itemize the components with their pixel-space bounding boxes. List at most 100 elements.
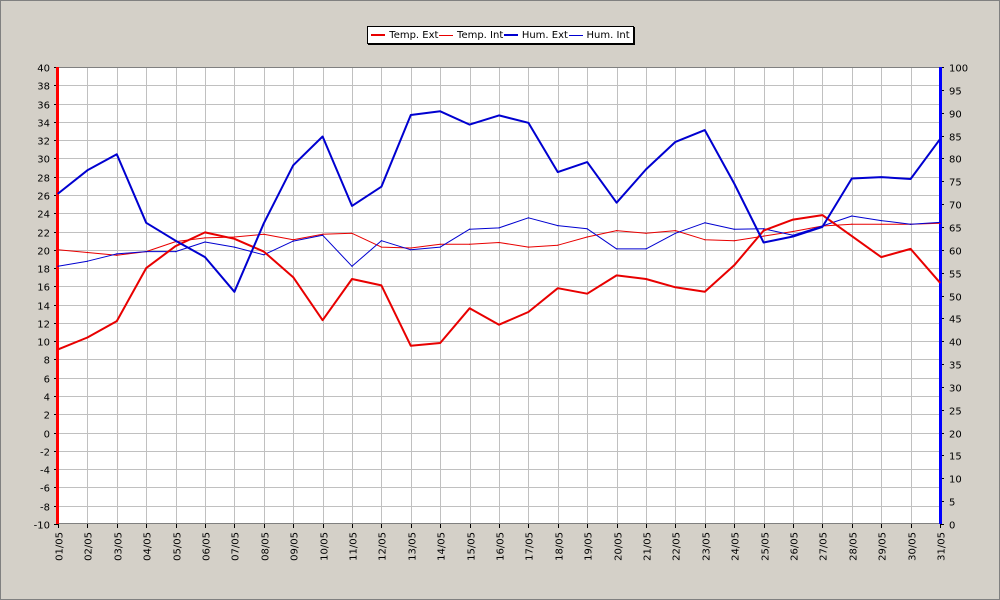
data-point-temp-int — [586, 236, 588, 238]
left-tick-label: 36 — [37, 101, 50, 112]
data-point-temp-ext — [233, 238, 235, 240]
data-point-temp-ext — [175, 245, 177, 247]
data-point-hum-int — [586, 228, 588, 230]
data-point-temp-int — [851, 223, 853, 225]
data-point-hum-int — [263, 254, 265, 256]
x-tick-label: 30/05 — [908, 532, 919, 561]
right-tick-label: 0 — [949, 521, 955, 532]
data-point-temp-int — [380, 246, 382, 248]
data-point-hum-int — [410, 249, 412, 251]
data-point-temp-int — [704, 239, 706, 241]
data-point-temp-int — [439, 243, 441, 245]
data-point-hum-int — [380, 240, 382, 242]
left-tick-label: 32 — [37, 137, 50, 148]
data-point-temp-ext — [792, 219, 794, 221]
data-point-temp-ext — [263, 251, 265, 253]
data-point-hum-ext — [880, 176, 882, 178]
data-point-temp-int — [674, 230, 677, 232]
data-point-hum-int — [204, 241, 206, 243]
data-point-hum-ext — [175, 240, 177, 242]
data-point-hum-ext — [145, 222, 147, 224]
legend-label-temp-int: Temp. Int — [457, 29, 504, 41]
left-tick-label: 12 — [37, 320, 50, 331]
right-tick-label: 10 — [949, 475, 962, 486]
x-tick-label: 05/05 — [173, 532, 184, 561]
data-point-temp-ext — [704, 291, 706, 293]
x-tick-label: 16/05 — [496, 532, 507, 561]
data-point-hum-int — [57, 265, 59, 267]
data-point-hum-ext — [821, 226, 824, 228]
left-tick-label: 30 — [37, 155, 50, 166]
left-axis-bar — [56, 67, 59, 524]
x-tick-label: 22/05 — [672, 532, 683, 561]
x-tick-label: 06/05 — [202, 532, 213, 561]
left-tick-label: 2 — [44, 411, 50, 422]
x-tick-label: 25/05 — [761, 532, 772, 561]
data-point-temp-ext — [527, 311, 530, 313]
data-point-hum-ext — [86, 169, 88, 171]
right-tick-label: 45 — [949, 315, 962, 326]
data-point-temp-ext — [86, 336, 88, 339]
left-tick-label: 34 — [37, 119, 50, 130]
data-point-temp-int — [86, 251, 88, 254]
right-tick-label: 20 — [949, 430, 962, 441]
right-tick-label: 75 — [949, 178, 962, 189]
data-point-temp-ext — [910, 248, 912, 250]
x-tick-label: 08/05 — [261, 532, 272, 561]
data-point-temp-int — [880, 223, 882, 225]
legend-label-temp-ext: Temp. Ext — [389, 29, 439, 41]
data-point-hum-ext — [292, 164, 294, 166]
data-point-hum-ext — [763, 241, 765, 244]
data-point-temp-ext — [586, 293, 588, 295]
left-tick-label: 4 — [44, 393, 50, 404]
data-point-temp-ext — [439, 342, 441, 344]
x-tick-label: 26/05 — [790, 532, 801, 561]
data-point-temp-ext — [674, 286, 677, 288]
right-tick-label: 95 — [949, 87, 962, 98]
data-point-temp-ext — [880, 256, 882, 258]
data-point-hum-int — [939, 221, 941, 223]
legend-swatch-hum-int — [568, 34, 583, 36]
data-point-hum-ext — [939, 138, 941, 140]
x-tick-label: 10/05 — [320, 532, 331, 561]
left-tick-label: 20 — [37, 247, 50, 258]
data-point-temp-ext — [645, 278, 647, 280]
data-point-hum-int — [733, 228, 735, 230]
left-y-axis: -10-8-6-4-202468101214161820222426283032… — [34, 64, 59, 532]
right-tick-label: 55 — [949, 270, 962, 281]
data-point-temp-int — [57, 249, 59, 251]
data-point-hum-ext — [910, 178, 912, 180]
right-tick-label: 90 — [949, 110, 962, 121]
data-point-hum-int — [557, 225, 559, 227]
right-tick-label: 70 — [949, 201, 962, 212]
right-tick-label: 60 — [949, 247, 962, 258]
x-tick-label: 20/05 — [614, 532, 625, 561]
x-axis: 01/05 02/05 03/05 04/05 05/05 06/05 07/05 08/05… — [55, 524, 948, 561]
right-y-axis: 0 5 10 15 20 25 30 35 40 45 50 55 60 65 70 75 80 85 90 95 10… — [939, 64, 968, 532]
data-point-hum-int — [910, 223, 912, 225]
data-point-temp-int — [351, 232, 353, 234]
data-point-temp-int — [616, 230, 618, 232]
data-point-temp-int — [645, 232, 647, 234]
x-tick-label: 23/05 — [702, 532, 713, 561]
legend-item-temp-ext: Temp. Ext — [371, 30, 438, 41]
data-point-hum-ext — [351, 205, 353, 207]
right-tick-label: 25 — [949, 407, 962, 418]
left-tick-label: 18 — [37, 265, 50, 276]
x-tick-label: 11/05 — [349, 532, 360, 561]
x-tick-label: 14/05 — [437, 532, 448, 561]
legend-item-temp-int: Temp. Int — [439, 30, 503, 41]
data-point-temp-int — [939, 222, 941, 224]
data-point-temp-ext — [145, 267, 147, 269]
data-point-hum-ext — [674, 141, 677, 143]
legend-swatch-hum-ext — [503, 34, 518, 36]
data-point-hum-int — [86, 260, 88, 262]
x-tick-label: 29/05 — [878, 532, 889, 561]
data-point-hum-int — [498, 227, 500, 229]
left-tick-label: 28 — [37, 174, 50, 185]
data-point-temp-ext — [939, 282, 941, 284]
data-point-hum-ext — [498, 114, 500, 116]
data-point-hum-int — [880, 220, 882, 222]
data-point-hum-int — [233, 246, 235, 248]
data-point-temp-int — [322, 233, 324, 235]
